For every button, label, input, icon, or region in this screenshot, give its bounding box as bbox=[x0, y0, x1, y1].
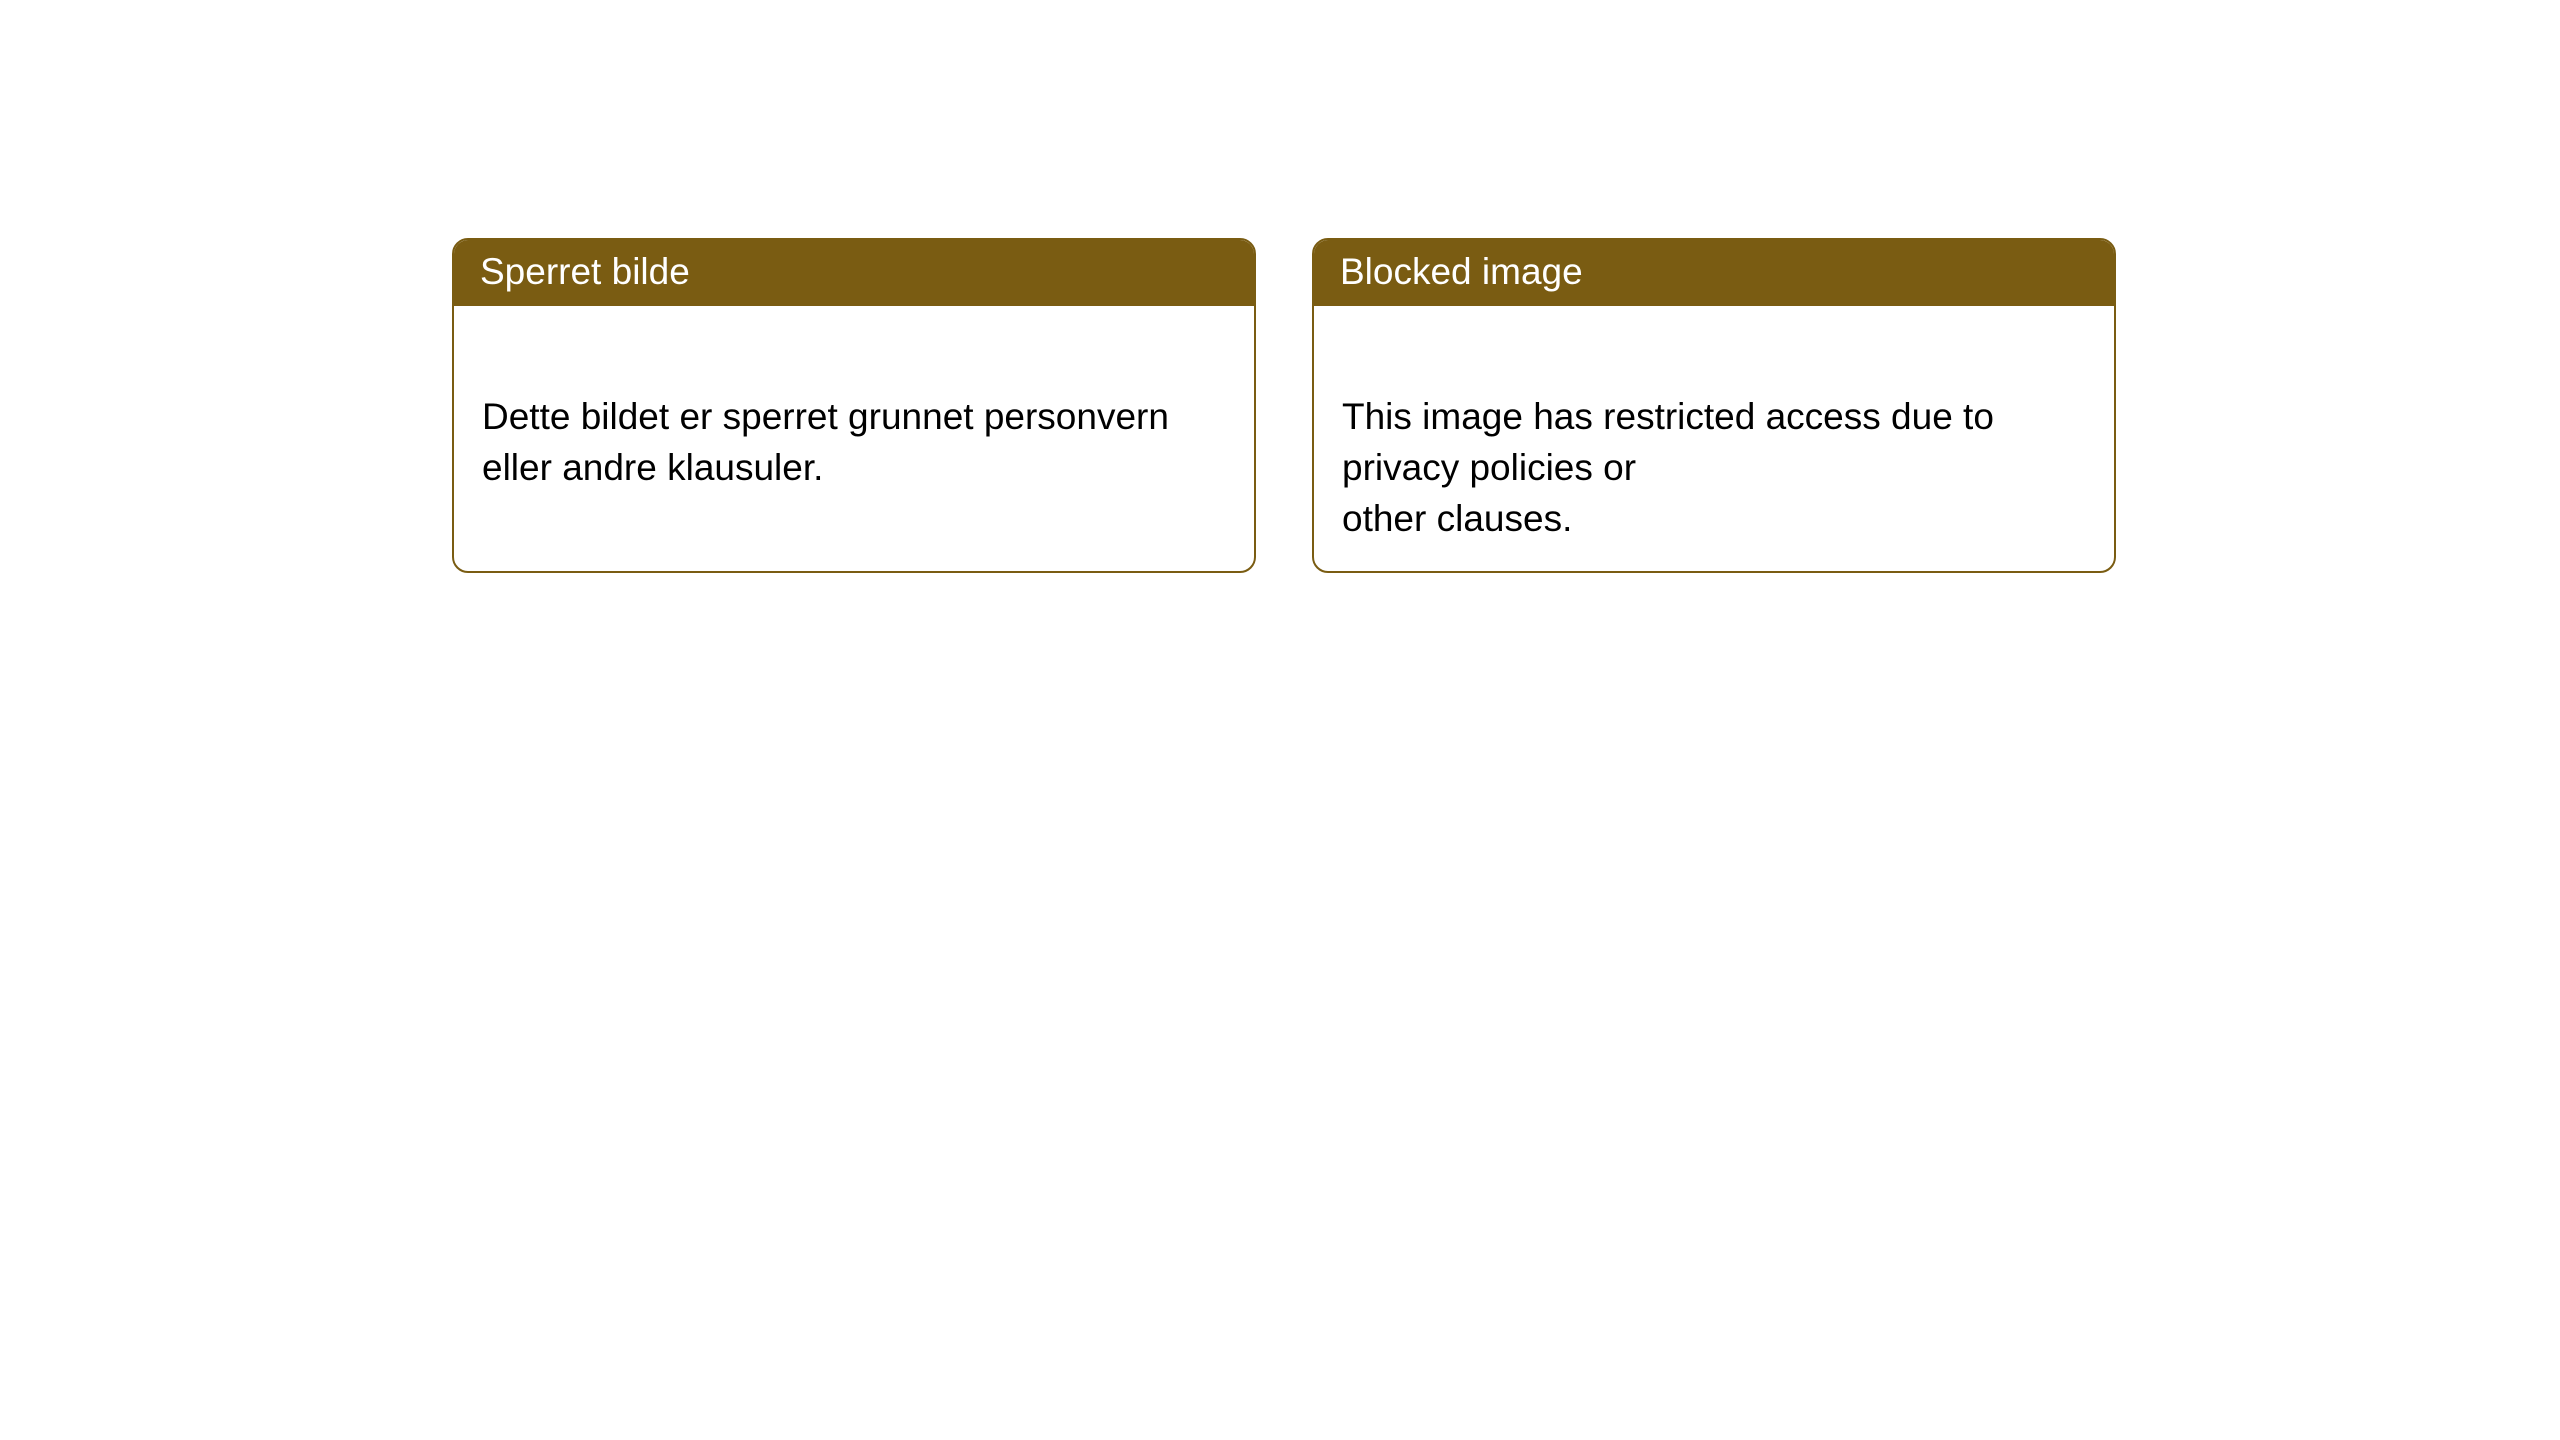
card-body-text: This image has restricted access due to … bbox=[1342, 396, 1994, 539]
blocked-image-card-english: Blocked image This image has restricted … bbox=[1312, 238, 2116, 573]
card-title: Blocked image bbox=[1340, 251, 1583, 292]
card-body-text: Dette bildet er sperret grunnet personve… bbox=[482, 396, 1169, 488]
card-header: Blocked image bbox=[1314, 240, 2114, 306]
blocked-image-card-norwegian: Sperret bilde Dette bildet er sperret gr… bbox=[452, 238, 1256, 573]
card-body: This image has restricted access due to … bbox=[1314, 306, 2114, 573]
card-body: Dette bildet er sperret grunnet personve… bbox=[454, 306, 1254, 527]
card-title: Sperret bilde bbox=[480, 251, 690, 292]
card-header: Sperret bilde bbox=[454, 240, 1254, 306]
notice-container: Sperret bilde Dette bildet er sperret gr… bbox=[0, 0, 2560, 573]
